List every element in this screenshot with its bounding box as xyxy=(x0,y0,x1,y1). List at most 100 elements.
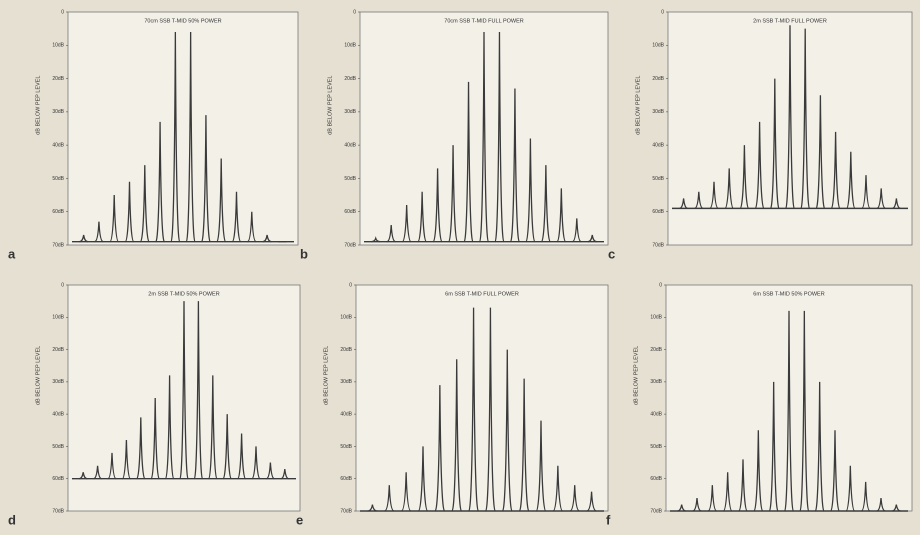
y-tick-label: 10dB xyxy=(340,315,352,321)
spectral-peak xyxy=(155,121,165,243)
y-tick-label: 30dB xyxy=(344,109,356,115)
y-tick-label: 20dB xyxy=(52,76,64,82)
spectral-peak xyxy=(231,191,242,243)
spectral-peak xyxy=(769,78,780,210)
spectral-peak xyxy=(432,168,443,243)
y-tick-label: 40dB xyxy=(344,142,356,148)
spectral-peak xyxy=(892,198,901,210)
spectral-peak xyxy=(468,307,479,512)
spectral-peak xyxy=(556,188,567,243)
y-tick-label: 10dB xyxy=(652,43,664,49)
y-tick-label: 0 xyxy=(61,282,64,288)
spectral-peak xyxy=(280,468,289,480)
spectral-peak xyxy=(185,31,196,243)
spectral-peak xyxy=(707,485,717,512)
spectral-peak xyxy=(79,472,88,480)
spectral-peak xyxy=(494,31,505,243)
y-axis-label: dB BELOW PEP LEVEL xyxy=(35,346,41,405)
spectral-peak xyxy=(586,491,597,512)
spectral-peak xyxy=(569,485,580,512)
spectral-peak xyxy=(753,430,764,512)
spectral-peak xyxy=(463,81,474,243)
spectral-peak xyxy=(785,25,795,210)
spectral-peak xyxy=(384,485,395,512)
y-tick-label: 10dB xyxy=(344,43,356,49)
spectral-peak xyxy=(216,158,227,243)
y-tick-label: 70dB xyxy=(52,242,64,248)
y-tick-label: 30dB xyxy=(652,109,664,115)
spectral-peak xyxy=(784,310,794,512)
y-tick-label: 40dB xyxy=(652,142,664,148)
spectral-peak xyxy=(236,433,247,480)
y-tick-label: 0 xyxy=(659,282,662,288)
panel-letter: f xyxy=(606,512,611,527)
spectral-peak xyxy=(692,498,702,512)
spectral-peak xyxy=(417,446,429,512)
spectral-peak xyxy=(371,236,381,243)
y-axis-label: dB BELOW PEP LEVEL xyxy=(327,76,333,135)
y-tick-label: 70dB xyxy=(52,508,64,514)
spectral-peak xyxy=(525,138,536,243)
spectral-peak xyxy=(150,397,160,480)
spectral-peak xyxy=(386,224,396,243)
y-tick-label: 50dB xyxy=(344,176,356,182)
y-tick-label: 60dB xyxy=(340,476,352,482)
spectral-peak xyxy=(830,430,840,512)
spectral-peak xyxy=(94,221,104,243)
y-tick-label: 30dB xyxy=(52,109,64,115)
spectral-peak xyxy=(679,198,688,210)
spectral-peak xyxy=(401,472,412,512)
spectral-peak xyxy=(540,165,551,243)
y-tick-label: 70dB xyxy=(652,242,664,248)
y-tick-label: 10dB xyxy=(52,43,64,49)
spectral-peak xyxy=(448,145,459,243)
y-tick-label: 60dB xyxy=(650,476,662,482)
spectral-peak xyxy=(739,145,750,210)
spectral-peak xyxy=(876,188,886,210)
y-tick-label: 20dB xyxy=(52,347,64,353)
spectral-peak xyxy=(164,375,175,480)
y-tick-label: 50dB xyxy=(650,444,662,450)
panel-title: 2m SSB T-MID 50% POWER xyxy=(148,291,219,297)
y-tick-label: 30dB xyxy=(52,379,64,385)
y-tick-label: 50dB xyxy=(52,176,64,182)
spectral-peak xyxy=(724,168,735,210)
panel-letter: e xyxy=(296,512,303,527)
spectral-peak xyxy=(799,310,810,512)
spectral-peak xyxy=(722,472,733,512)
spectral-peak xyxy=(136,417,146,480)
y-tick-label: 50dB xyxy=(340,444,352,450)
y-tick-label: 40dB xyxy=(340,411,352,417)
spectral-peak xyxy=(830,131,841,210)
panel-title: 70cm SSB T-MID FULL POWER xyxy=(444,18,523,24)
y-tick-label: 40dB xyxy=(52,142,64,148)
spectral-peak xyxy=(266,462,275,480)
spectral-peak xyxy=(552,465,564,512)
panel-letter: d xyxy=(8,512,16,527)
y-tick-label: 30dB xyxy=(340,379,352,385)
spectral-peak xyxy=(79,234,89,243)
spectral-peak xyxy=(694,191,704,210)
spectral-peak xyxy=(535,420,547,512)
y-tick-label: 20dB xyxy=(652,76,664,82)
spectral-peak xyxy=(876,498,886,512)
y-tick-label: 10dB xyxy=(52,315,64,321)
y-tick-label: 0 xyxy=(661,9,664,15)
spectral-peak xyxy=(201,115,211,243)
spectral-peak xyxy=(367,504,378,512)
panel-letter: a xyxy=(8,246,16,261)
y-tick-label: 60dB xyxy=(52,209,64,215)
panel-title: 70cm SSB T-MID 50% POWER xyxy=(144,18,221,24)
y-tick-label: 10dB xyxy=(650,315,662,321)
spectral-peak xyxy=(891,504,901,512)
y-axis-label: dB BELOW PEP LEVEL xyxy=(323,346,329,405)
y-tick-label: 70dB xyxy=(340,508,352,514)
spectral-peak xyxy=(814,381,825,512)
spectral-peak xyxy=(509,88,520,243)
spectral-peak xyxy=(401,205,412,243)
spectral-peak xyxy=(451,359,463,512)
spectral-peak xyxy=(107,452,117,480)
y-axis-label: dB BELOW PEP LEVEL xyxy=(635,76,641,135)
spectral-peak xyxy=(434,385,446,512)
